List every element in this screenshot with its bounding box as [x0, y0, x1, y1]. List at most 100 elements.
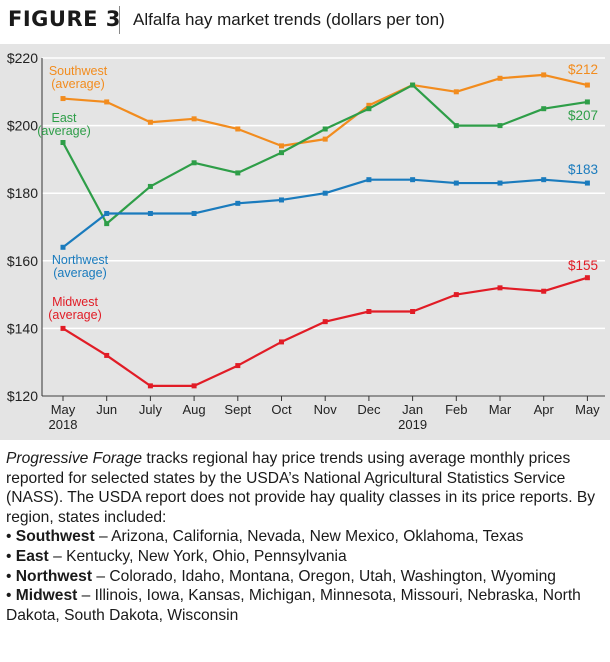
y-tick-label: $200 — [7, 118, 38, 134]
data-point — [453, 89, 459, 95]
region-bullet-northwest: • Northwest – Colorado, Idaho, Montana, … — [6, 567, 556, 585]
data-point — [60, 140, 66, 145]
data-point — [410, 177, 416, 183]
data-point — [497, 123, 503, 129]
series-layer — [60, 72, 590, 389]
label-layer: Southwest(average)$212East(average)$207N… — [37, 62, 598, 322]
data-point — [235, 200, 241, 206]
series-end-value-label: $207 — [568, 108, 598, 123]
x-tick-label: Apr — [534, 402, 555, 417]
data-point — [104, 352, 110, 358]
region-states: – Illinois, Iowa, Kansas, Michigan, Minn… — [6, 587, 581, 624]
data-point — [541, 288, 547, 294]
x-year-label: 2019 — [398, 417, 427, 432]
x-tick-label: Jun — [96, 402, 117, 417]
region-states: – Kentucky, New York, Ohio, Pennsylvania — [48, 547, 347, 565]
data-point — [235, 126, 241, 132]
y-tick-label: $120 — [7, 388, 38, 404]
series-name-label: Northwest — [52, 253, 109, 267]
data-point — [279, 150, 284, 156]
data-point — [147, 210, 153, 216]
data-point — [497, 285, 503, 291]
region-bullet-east: • East – Kentucky, New York, Ohio, Penns… — [6, 547, 347, 565]
data-point — [147, 119, 153, 125]
series-line — [62, 178, 588, 249]
data-point — [235, 170, 241, 176]
x-tick-label: Oct — [271, 402, 292, 417]
series-line — [62, 73, 588, 147]
y-tick-label: $180 — [7, 185, 38, 201]
series-end-value-label: $155 — [568, 258, 598, 273]
data-point — [322, 190, 328, 196]
region-name: Midwest — [15, 587, 78, 605]
caption: Progressive Forage tracks regional hay p… — [6, 449, 606, 625]
x-tick-label: Dec — [357, 402, 381, 417]
x-tick-label: Feb — [445, 402, 467, 417]
series-line — [62, 83, 588, 225]
region-states: – Colorado, Idaho, Montana, Oregon, Utah… — [92, 567, 556, 585]
region-name: East — [15, 547, 49, 565]
caption-publication-name: Progressive Forage — [6, 450, 143, 467]
header-divider — [119, 6, 120, 34]
data-point — [104, 99, 110, 105]
data-point — [191, 160, 197, 166]
series-end-value-label: $212 — [568, 62, 598, 77]
series-name-label: (average) — [48, 308, 102, 322]
series-name-label: Southwest — [49, 64, 108, 78]
region-bullet-southwest: • Southwest – Arizona, California, Nevad… — [6, 528, 524, 546]
data-point — [191, 116, 197, 122]
data-point — [366, 106, 372, 112]
data-point — [584, 82, 590, 88]
data-point — [541, 72, 547, 78]
x-tick-label: May — [575, 402, 600, 417]
data-point — [541, 177, 547, 183]
series-name-label: (average) — [51, 77, 105, 91]
series-name-label: (average) — [53, 266, 107, 280]
x-tick-label: Sept — [224, 402, 251, 417]
data-point — [584, 275, 590, 281]
data-point — [497, 180, 503, 186]
data-point — [584, 99, 590, 105]
data-point — [235, 363, 241, 369]
figure-header: FIGURE 3 Alfalfa hay market trends (doll… — [0, 0, 610, 40]
x-year-label: 2018 — [49, 417, 78, 432]
data-point — [191, 383, 197, 389]
y-tick-label: $160 — [7, 253, 38, 269]
data-point — [366, 177, 372, 183]
region-name: Southwest — [15, 528, 95, 546]
series-name-label: (average) — [37, 124, 91, 138]
data-point — [366, 102, 372, 108]
data-point — [60, 96, 66, 102]
data-point — [453, 292, 459, 298]
chart-panel: $120 $140 $160 $180 $200 $220 May 2018 Jun July Au… — [0, 44, 610, 440]
data-point — [60, 244, 66, 250]
y-tick-label: $220 — [7, 50, 38, 66]
data-point — [279, 197, 284, 203]
data-point — [104, 221, 110, 227]
data-point — [453, 123, 459, 129]
data-point — [279, 339, 284, 345]
x-tick-label: Nov — [314, 402, 338, 417]
data-point — [322, 136, 328, 142]
series-line — [62, 276, 588, 387]
data-point — [541, 106, 547, 112]
data-point — [147, 383, 153, 389]
data-point — [147, 183, 153, 189]
data-point — [584, 180, 590, 186]
x-tick-label: July — [139, 402, 163, 417]
series-name-label: Midwest — [52, 295, 98, 309]
region-states: – Arizona, California, Nevada, New Mexic… — [94, 528, 524, 546]
series-end-value-label: $183 — [568, 162, 598, 177]
caption-intro-text: tracks regional hay price trends using a… — [6, 450, 596, 526]
data-point — [453, 180, 459, 186]
x-tick-label: May — [51, 402, 76, 417]
data-point — [322, 126, 328, 132]
y-tick-label: $140 — [7, 320, 38, 336]
data-point — [279, 143, 284, 149]
region-bullet-midwest: • Midwest – Illinois, Iowa, Kansas, Mich… — [6, 587, 581, 624]
data-point — [322, 319, 328, 325]
x-tick-label: Mar — [489, 402, 512, 417]
data-point — [60, 325, 66, 331]
